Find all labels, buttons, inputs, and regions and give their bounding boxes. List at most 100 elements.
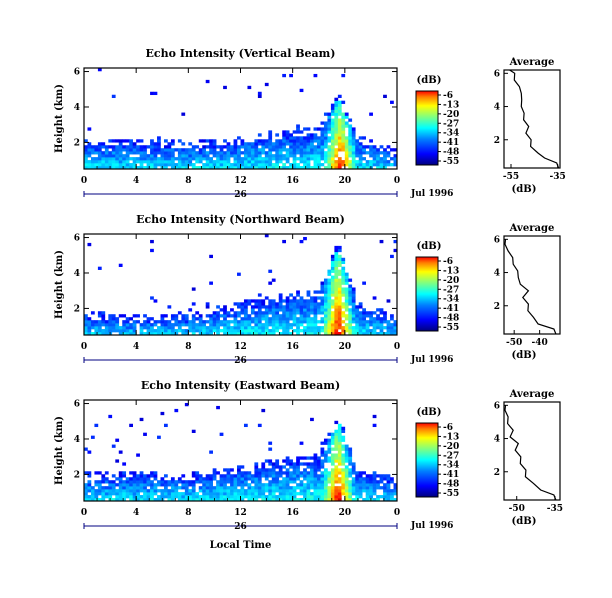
heatmap-cell <box>157 435 161 439</box>
heatmap-cell <box>198 489 203 493</box>
heatmap-cell <box>341 320 346 324</box>
heatmap-cell <box>254 139 259 143</box>
heatmap-cell <box>163 326 168 330</box>
heatmap-cell <box>299 317 304 321</box>
heatmap-cell <box>237 329 241 333</box>
heatmap-cell <box>202 157 207 161</box>
heatmap-cell <box>289 311 293 315</box>
heatmap-cell <box>143 157 147 161</box>
heatmap-cell <box>195 311 200 315</box>
heatmap-cell <box>223 326 227 330</box>
heatmap-cell <box>365 486 370 490</box>
heatmap-cell <box>264 308 269 312</box>
heatmap-cell <box>268 462 273 466</box>
heatmap-cell <box>296 326 300 330</box>
heatmap-cell <box>90 498 95 502</box>
heatmap-cell <box>233 326 238 330</box>
heatmap-cell <box>327 320 332 324</box>
heatmap-cell <box>285 136 290 140</box>
heatmap-cell <box>334 287 339 291</box>
heatmap-cell <box>351 471 356 475</box>
heatmap-cell <box>181 163 186 167</box>
heatmap-cell <box>122 489 127 493</box>
heatmap-cell <box>264 145 269 149</box>
heatmap-cell <box>188 489 193 493</box>
heatmap-cell <box>202 495 207 499</box>
heatmap-cell <box>313 323 318 327</box>
heatmap-cell <box>383 332 387 336</box>
heatmap-cell <box>337 456 342 460</box>
heatmap-cell <box>202 329 207 333</box>
heatmap-cell <box>299 474 304 478</box>
heatmap-cell <box>282 320 287 324</box>
heatmap-cell <box>323 438 328 442</box>
heatmap-cell <box>115 157 120 161</box>
heatmap-cell <box>146 474 151 478</box>
heatmap-cell <box>369 495 373 499</box>
heatmap-cell <box>348 284 353 288</box>
heatmap-cell <box>348 456 353 460</box>
colorbar-tick-label: -48 <box>443 480 459 490</box>
heatmap-cell <box>143 314 147 318</box>
heatmap-cell <box>254 486 259 490</box>
heatmap-cell <box>87 486 92 490</box>
heatmap-cell <box>320 302 325 306</box>
colorbar-tick-label: -55 <box>443 489 459 499</box>
heatmap-cell <box>268 441 273 445</box>
heatmap-cell <box>209 498 213 502</box>
heatmap-cell <box>150 471 154 475</box>
heatmap-cell <box>355 160 360 164</box>
heatmap-cell <box>337 133 342 137</box>
heatmap-cell <box>355 326 360 330</box>
heatmap-cell <box>337 302 342 306</box>
heatmap-cell <box>264 468 269 472</box>
heatmap-cell <box>153 91 158 96</box>
heatmap-cell <box>337 124 342 128</box>
heatmap-cell <box>209 495 213 499</box>
heatmap-cell <box>87 323 92 327</box>
heatmap-cell <box>233 142 238 146</box>
heatmap-cell <box>195 151 200 155</box>
heatmap-cell <box>212 139 217 143</box>
heatmap-cell <box>174 320 179 324</box>
y-tick-label: 4 <box>74 269 80 279</box>
heatmap-cell <box>303 311 307 315</box>
heatmap-cell <box>323 477 328 481</box>
heatmap-cell <box>334 302 339 306</box>
heatmap-cell <box>355 308 360 312</box>
heatmap-cell <box>243 305 248 309</box>
heatmap-cell <box>355 317 360 321</box>
heatmap-cell <box>268 154 273 158</box>
heatmap-cell <box>341 474 346 478</box>
heatmap-cell <box>271 489 276 493</box>
heatmap-cell <box>327 281 332 285</box>
heatmap-cell <box>104 145 109 149</box>
heatmap-cell <box>327 139 332 143</box>
heatmap-cell <box>170 142 175 146</box>
heatmap-cell <box>275 151 280 155</box>
heatmap-cell <box>289 462 293 466</box>
heatmap-cell <box>170 329 175 333</box>
heatmap-cell <box>376 474 380 478</box>
heatmap-cell <box>271 163 276 167</box>
heatmap-cell <box>247 495 252 499</box>
heatmap-cell <box>184 498 189 502</box>
heatmap-cell <box>303 317 307 321</box>
heatmap-cell <box>250 148 255 152</box>
heatmap-cell <box>310 456 314 460</box>
heatmap-cell <box>320 290 325 294</box>
heatmap-cell <box>278 498 283 502</box>
heatmap-cell <box>369 492 373 496</box>
heatmap-cell <box>118 151 123 155</box>
heatmap-cell <box>188 148 193 152</box>
heatmap-cell <box>90 323 95 327</box>
heatmap-cell <box>230 332 234 336</box>
heatmap-cell <box>257 311 262 315</box>
heatmap-cell <box>362 311 366 315</box>
heatmap-cell <box>101 323 106 327</box>
heatmap-cell <box>278 323 283 327</box>
heatmap-cell <box>282 308 287 312</box>
heatmap-cell <box>191 151 196 155</box>
heatmap-cell <box>337 489 342 493</box>
heatmap-cell <box>111 329 116 333</box>
